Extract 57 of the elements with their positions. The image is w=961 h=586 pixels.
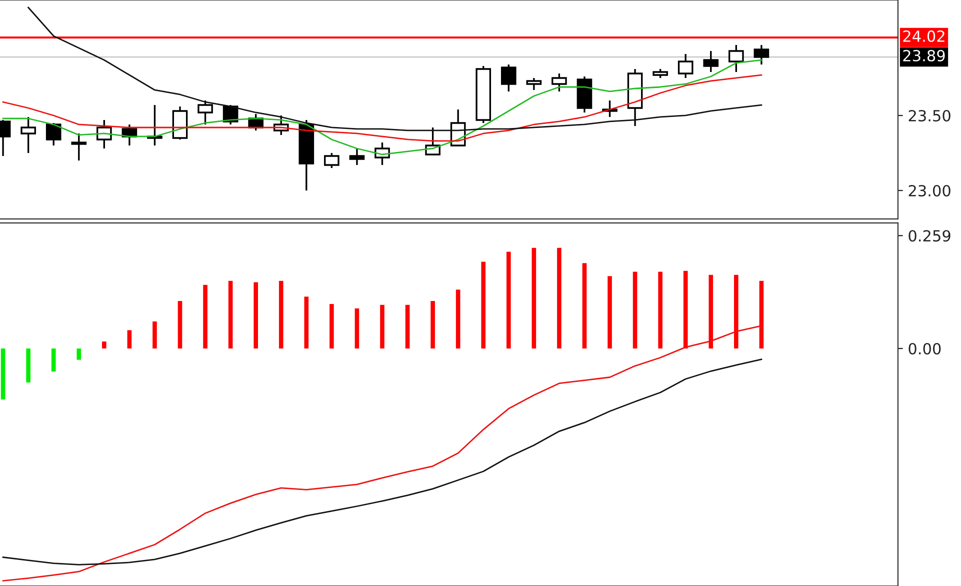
candlestick xyxy=(349,148,365,166)
candlestick xyxy=(20,116,36,154)
bar xyxy=(330,304,334,348)
candlestick xyxy=(122,124,138,146)
candlestick xyxy=(526,77,542,91)
y-tick-label: 23.50 xyxy=(908,110,950,122)
candlestick xyxy=(703,50,719,73)
bar xyxy=(51,348,56,372)
candlestick xyxy=(678,53,694,79)
bar xyxy=(506,252,511,348)
bar xyxy=(278,280,284,348)
bar xyxy=(658,272,662,348)
bar xyxy=(380,304,384,348)
candlestick xyxy=(552,72,567,92)
bar xyxy=(354,308,360,348)
bar xyxy=(456,290,460,348)
candlestick xyxy=(324,152,340,169)
bar xyxy=(734,274,738,348)
bar xyxy=(481,262,486,348)
bar xyxy=(683,270,688,348)
bar xyxy=(76,348,82,360)
bar xyxy=(26,348,30,382)
bar xyxy=(127,330,132,348)
candlestick xyxy=(500,64,516,92)
bar xyxy=(254,282,258,348)
bar xyxy=(532,248,536,348)
y-tick-label: 23.00 xyxy=(908,184,950,197)
candlestick xyxy=(198,100,213,126)
bar xyxy=(304,296,309,348)
bar xyxy=(228,280,233,348)
bar xyxy=(557,248,562,348)
ref-line-label: 23.89 xyxy=(903,50,945,62)
candlestick xyxy=(754,44,770,66)
bar xyxy=(102,342,106,348)
candlestick xyxy=(96,119,112,150)
bar xyxy=(430,300,435,348)
bar xyxy=(759,280,764,348)
bar xyxy=(582,263,587,348)
candlestick xyxy=(46,122,62,146)
y-tick-label: 0.00 xyxy=(908,342,941,355)
bar xyxy=(405,304,410,348)
bar xyxy=(203,284,208,348)
line-series xyxy=(2,74,762,142)
candlestick xyxy=(728,44,744,73)
bar xyxy=(632,272,638,348)
bar xyxy=(708,274,714,348)
ref-line-label: 24.02 xyxy=(903,30,944,42)
line-series xyxy=(2,358,762,566)
y-tick-label: 0.259 xyxy=(908,230,950,242)
bar xyxy=(0,348,6,400)
bar xyxy=(152,321,157,348)
line-series xyxy=(2,325,762,582)
bar xyxy=(608,276,612,348)
bar xyxy=(178,300,182,348)
candlestick xyxy=(71,132,87,162)
candlestick xyxy=(147,104,162,146)
line-series xyxy=(28,6,762,132)
